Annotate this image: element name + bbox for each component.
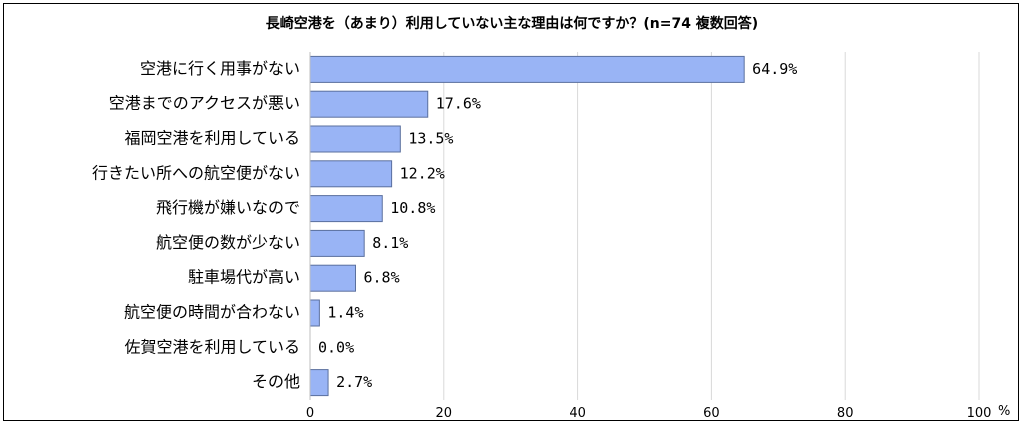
bar <box>309 160 393 188</box>
bar <box>309 195 383 223</box>
category-label: 佐賀空港を利用している <box>124 337 300 356</box>
x-tick-label: 100 <box>967 406 992 421</box>
bar <box>309 264 356 292</box>
category-label: 駐車場代が高い <box>188 268 300 287</box>
bar <box>309 229 365 257</box>
bar-chart: 空港に行く用事がない 64.9% 空港までのアクセスが悪い 17.6% 福岡空港を利用し… <box>92 52 1010 421</box>
bar <box>309 299 320 327</box>
bar <box>309 125 401 153</box>
bar <box>309 55 745 83</box>
category-label: 福岡空港を利用している <box>124 129 300 148</box>
x-unit-label: % <box>998 404 1010 419</box>
x-tick-label: 0 <box>306 406 314 421</box>
category-label: その他 <box>252 372 300 391</box>
data-label: 1.4% <box>327 304 363 322</box>
data-label: 0.0% <box>318 338 354 356</box>
category-label: 空港に行く用事がない <box>140 59 300 78</box>
data-label: 10.8% <box>390 199 435 217</box>
chart-frame: 長崎空港を（あまり）利用していない主な理由は何ですか？(n=74 複数回答) 空… <box>3 3 1019 421</box>
data-label: 64.9% <box>752 60 797 78</box>
data-label: 12.2% <box>400 164 445 182</box>
data-label: 6.8% <box>363 269 399 287</box>
data-label: 8.1% <box>372 234 408 252</box>
data-label: 13.5% <box>408 130 453 148</box>
category-label: 航空便の数が少ない <box>156 233 300 252</box>
category-label: 飛行機が嫌いなので <box>156 198 300 217</box>
bar <box>309 90 429 118</box>
category-label: 行きたい所への航空便がない <box>92 163 300 182</box>
x-tick-label: 40 <box>569 406 586 421</box>
x-tick-label: 80 <box>837 406 854 421</box>
chart-title: 長崎空港を（あまり）利用していない主な理由は何ですか？(n=74 複数回答) <box>265 16 759 32</box>
category-label: 空港までのアクセスが悪い <box>109 94 300 113</box>
x-tick-label: 20 <box>436 406 453 421</box>
data-label: 2.7% <box>336 373 372 391</box>
x-tick-label: 60 <box>703 406 720 421</box>
bar <box>309 369 329 397</box>
data-label: 17.6% <box>436 95 481 113</box>
category-label: 航空便の時間が合わない <box>124 303 300 322</box>
